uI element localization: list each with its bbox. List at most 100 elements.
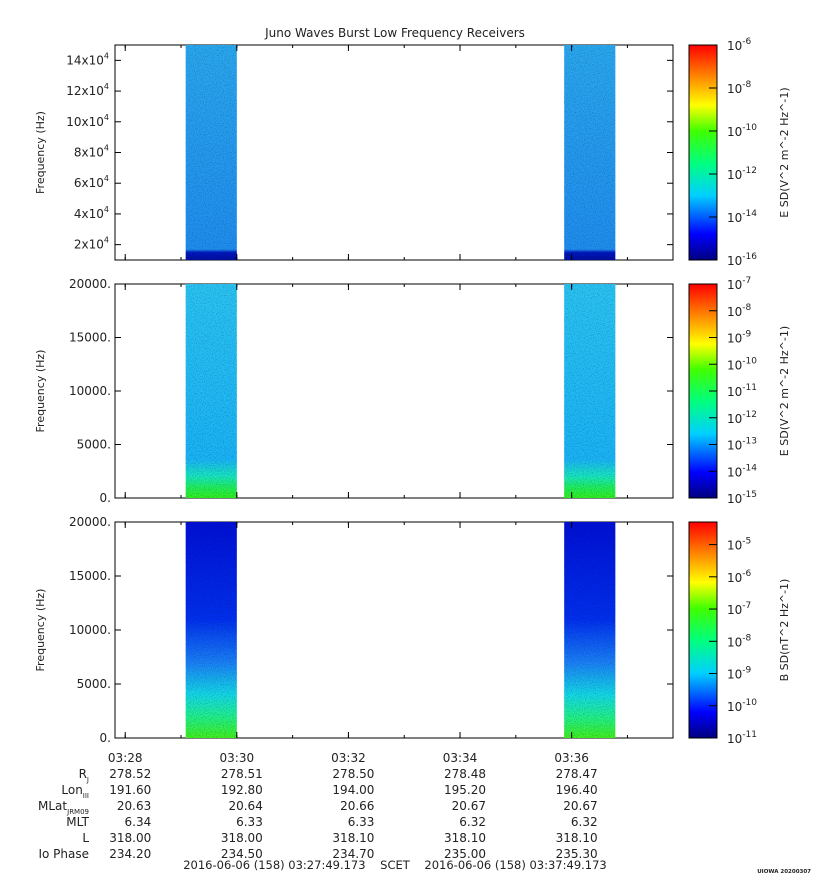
colorbar-tick-label: 10-10	[727, 356, 757, 372]
ephemeris-value: 194.00	[332, 783, 374, 797]
ephemeris-value: 318.00	[221, 831, 263, 845]
ephemeris-value: 20.63	[117, 799, 151, 813]
colorbar-tick-label: 10-14	[727, 463, 757, 479]
ephemeris-value: 20.67	[452, 799, 486, 813]
ephemeris-value: 318.10	[332, 831, 374, 845]
ephemeris-row-label: LonIII	[61, 783, 89, 800]
ephemeris-value: 318.00	[109, 831, 151, 845]
colorbar-tick-label: 10-12	[727, 166, 757, 182]
ephemeris-value: 318.10	[444, 831, 486, 845]
ephemeris-value: 278.48	[444, 767, 486, 781]
colorbar-tick-label: 10-11	[727, 383, 757, 399]
ephemeris-table: RJ 278.52 278.51 278.50 278.48 278.47 LonIII 19…	[38, 767, 598, 861]
y-tick-label: 20000.	[69, 277, 111, 291]
time-range-footer: 2016-06-06 (158) 03:27:49.173 SCET 2016-…	[183, 858, 607, 872]
colorbar-tick-label: 10-8	[727, 303, 752, 319]
ephemeris-value: 6.33	[236, 815, 263, 829]
ephemeris-row-label: MLT	[66, 815, 89, 829]
time-axis: 03:28 03:30 03:32 03:34 03:36	[108, 751, 589, 765]
ephemeris-value: 278.50	[332, 767, 374, 781]
y-tick-label: 15000.	[69, 569, 111, 583]
burst-texture	[185, 284, 237, 498]
ephemeris-value: 234.20	[109, 847, 151, 861]
ephemeris-value: 192.80	[221, 783, 263, 797]
colorbar-tick-label: 10-8	[727, 633, 752, 649]
colorbar-scale	[688, 44, 718, 261]
y-axis-label: Frequency (Hz)	[34, 589, 47, 672]
ephemeris-value: 20.64	[228, 799, 262, 813]
x-tick-label: 03:30	[220, 751, 255, 765]
colorbar-label: E SD(V^2 m^-2 Hz^-1)	[778, 87, 791, 217]
spectrogram-panel-1: 2x104 4x104 6x104 8x104 10x104 12x104 14x104 Fr…	[34, 37, 791, 268]
burst-texture	[564, 45, 616, 260]
colorbar-tick-label: 10-16	[727, 252, 757, 268]
colorbar-tick-label: 10-13	[727, 437, 757, 453]
ephemeris-value: 6.32	[459, 815, 486, 829]
colorbar-tick-label: 10-10	[727, 698, 757, 714]
figure-title: Juno Waves Burst Low Frequency Receivers	[264, 26, 525, 40]
burst-texture	[185, 45, 237, 260]
ephemeris-value: 234.50	[221, 847, 263, 861]
colorbar-2: 10-7 10-8 10-9 10-10 10-11 10-12 10-13 10-14 10-…	[688, 276, 791, 506]
ephemeris-value: 20.66	[340, 799, 374, 813]
ephemeris-value: 235.00	[444, 847, 486, 861]
spectrogram-panel-2: 0. 5000. 10000. 15000. 20000. Frequency (Hz) 1…	[34, 276, 791, 506]
uiowa-stamp: UIOWA 20200307	[757, 869, 811, 875]
colorbar-tick-label: 10-10	[727, 123, 757, 139]
y-tick-label: 6x104	[74, 174, 109, 190]
ephemeris-value: 191.60	[109, 783, 151, 797]
y-tick-label: 5000.	[77, 677, 111, 691]
y-tick-label: 2x104	[74, 236, 109, 252]
colorbar-tick-label: 10-15	[727, 490, 757, 506]
y-axis-label: Frequency (Hz)	[34, 111, 47, 194]
colorbar-tick-label: 10-6	[727, 569, 752, 585]
y-tick-label: 0.	[100, 731, 111, 745]
ephemeris-value: 235.30	[556, 847, 598, 861]
x-tick-label: 03:34	[443, 751, 478, 765]
y-tick-label: 20000.	[69, 515, 111, 529]
y-tick-label: 4x104	[74, 205, 109, 221]
burst-texture	[564, 522, 616, 738]
y-tick-label: 8x104	[74, 144, 109, 160]
colorbar-scale	[688, 521, 718, 739]
ephemeris-value: 6.34	[125, 815, 152, 829]
y-tick-label: 12x104	[66, 82, 109, 98]
colorbar-label: E SD(V^2 m^-2 Hz^-1)	[778, 326, 791, 456]
colorbar-tick-label: 10-7	[727, 601, 751, 617]
colorbar-tick-label: 10-8	[727, 80, 752, 96]
x-tick-label: 03:28	[108, 751, 143, 765]
ephemeris-row-label: Io Phase	[38, 847, 89, 861]
y-axis-label: Frequency (Hz)	[34, 350, 47, 433]
ephemeris-value: 234.70	[332, 847, 374, 861]
y-tick-label: 5000.	[77, 438, 111, 452]
ephemeris-value: 6.33	[348, 815, 375, 829]
burst-texture	[185, 522, 237, 738]
colorbar-tick-label: 10-9	[727, 666, 752, 682]
y-tick-label: 14x104	[66, 51, 109, 67]
ephemeris-row-label: L	[82, 831, 89, 845]
ephemeris-value: 278.52	[109, 767, 151, 781]
colorbar-1: 10-6 10-8 10-10 10-12 10-14 10-16 E SD(V^2 m^-…	[688, 37, 791, 268]
spectrogram-panel-3: 0. 5000. 10000. 15000. 20000. Frequency (Hz) 1…	[34, 515, 791, 746]
colorbar-3: 10-5 10-6 10-7 10-8 10-9 10-10 10-11 B SD(nT^2 …	[688, 521, 791, 746]
colorbar-tick-label: 10-11	[727, 730, 757, 746]
ephemeris-value: 318.10	[556, 831, 598, 845]
burst-texture	[564, 284, 616, 498]
panels: 2x104 4x104 6x104 8x104 10x104 12x104 14x104 Fr…	[34, 37, 791, 746]
ephemeris-value: 195.20	[444, 783, 486, 797]
y-tick-label: 15000.	[69, 331, 111, 345]
x-tick-label: 03:32	[331, 751, 366, 765]
colorbar-tick-label: 10-6	[727, 37, 752, 53]
ephemeris-value: 278.51	[221, 767, 263, 781]
colorbar-tick-label: 10-14	[727, 209, 757, 225]
ephemeris-value: 278.47	[556, 767, 598, 781]
colorbar-tick-label: 10-12	[727, 410, 757, 426]
ephemeris-value: 196.40	[556, 783, 598, 797]
y-tick-label: 10000.	[69, 384, 111, 398]
y-tick-label: 10x104	[66, 113, 109, 129]
colorbar-tick-label: 10-5	[727, 537, 751, 553]
colorbar-tick-label: 10-9	[727, 330, 752, 346]
colorbar-label: B SD(nT^2 Hz^-1)	[778, 579, 791, 682]
y-tick-label: 10000.	[69, 623, 111, 637]
